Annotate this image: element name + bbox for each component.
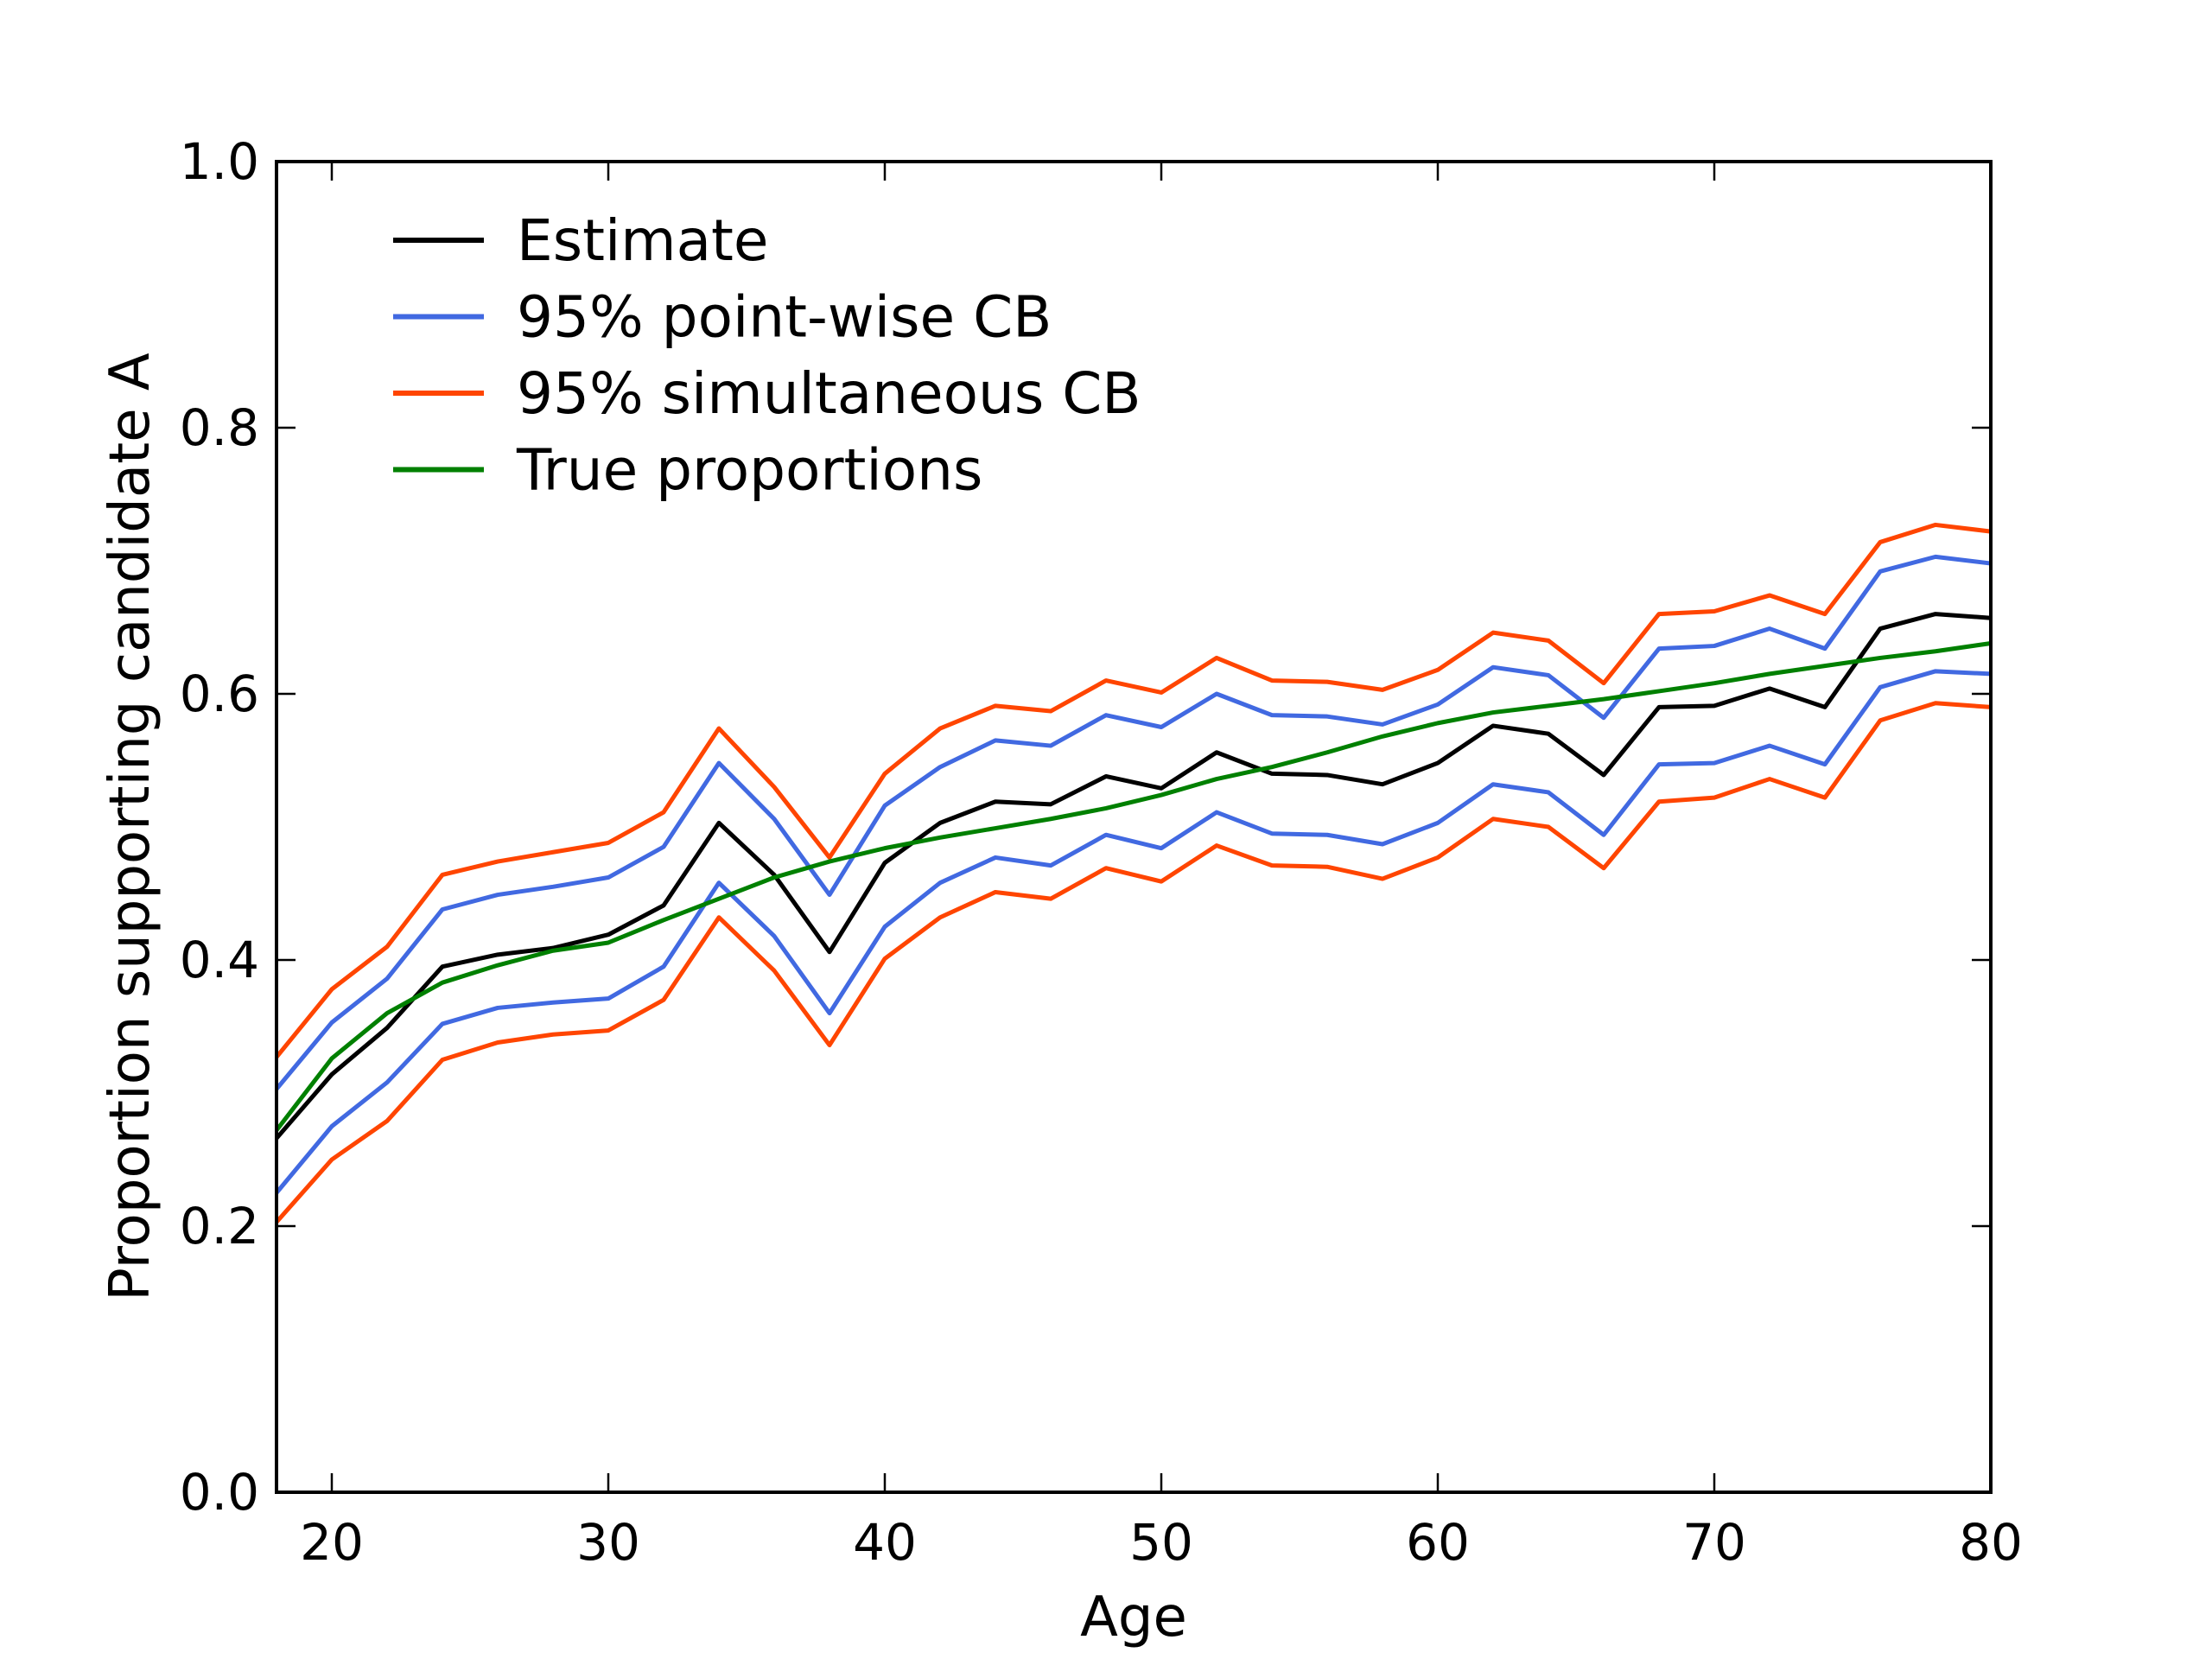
x-axis-label: Age [1080,1586,1187,1649]
legend-label: 95% point-wise CB [517,284,1052,351]
x-tick-label: 80 [1959,1513,2023,1572]
y-tick-label: 0.8 [180,398,259,457]
series-line-95-simultaneous-cb-upper [275,522,1992,1058]
tick-labels-group: 20 30 40 50 60 70 80 0.0 0.2 0.4 0.6 0.8 1.0 [180,132,2023,1572]
y-axis-label: Proportion supporting candidate A [99,353,162,1301]
axes-spines [275,160,1993,1494]
x-tick-label: 60 [1406,1513,1470,1572]
legend-label: 95% simultaneous CB [517,360,1141,427]
y-tick-label: 0.4 [180,931,259,989]
x-tick-label: 70 [1682,1513,1746,1572]
y-tick-label: 1.0 [180,132,259,191]
y-tick-label: 0.2 [180,1197,259,1255]
ticks-group [276,160,1993,1494]
x-tick-label: 20 [300,1513,364,1572]
series-line-95-simultaneous-cb-lower [275,701,1992,1224]
legend: Estimate 95% point-wise CB 95% simultaneou… [393,207,1141,504]
x-tick-label: 40 [853,1513,917,1572]
y-tick-label: 0.0 [180,1463,259,1522]
x-tick-label: 50 [1129,1513,1193,1572]
series-line-estimate [275,612,1992,1140]
y-tick-label: 0.6 [180,664,259,723]
series-line-true-proportions [275,641,1992,1132]
series-group [275,522,1992,1224]
legend-label: Estimate [517,207,769,274]
legend-label: True proportions [516,437,982,504]
plot-area [276,162,1991,1492]
series-line-95-point-wise-cb-upper [275,554,1992,1090]
x-tick-label: 30 [576,1513,640,1572]
series-line-95-point-wise-cb-lower [275,669,1992,1195]
